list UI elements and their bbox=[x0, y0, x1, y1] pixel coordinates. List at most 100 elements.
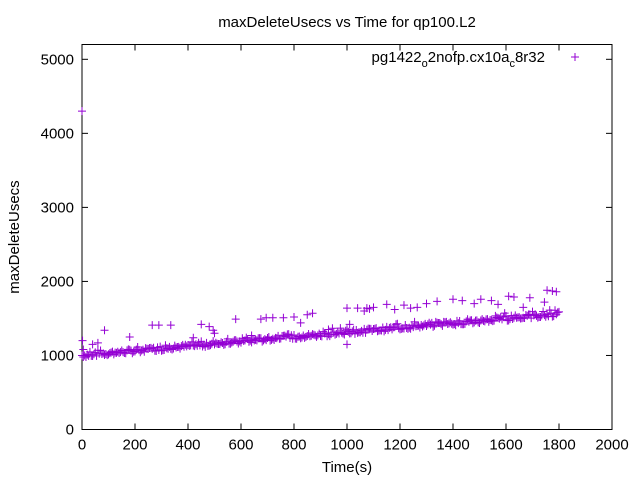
data-point-outlier bbox=[231, 315, 240, 324]
x-tick-label: 1000 bbox=[330, 437, 363, 454]
data-point-outlier bbox=[279, 313, 288, 322]
y-tick-label: 5000 bbox=[41, 51, 74, 68]
x-axis: 0 200 400 600 800 1000 1200 1400 1600 1800 2000 bbox=[78, 44, 629, 454]
x-tick-label: 0 bbox=[78, 437, 86, 454]
y-tick: 2000 bbox=[41, 273, 612, 290]
x-tick: 1400 bbox=[436, 44, 470, 454]
y-tick: 4000 bbox=[41, 125, 612, 142]
data-point-outlier bbox=[343, 340, 351, 349]
data-point-outlier bbox=[290, 312, 298, 321]
data-point-outlier bbox=[93, 338, 102, 347]
data-point bbox=[543, 310, 552, 319]
data-point-outlier bbox=[365, 304, 374, 313]
data-point-outlier bbox=[449, 295, 457, 304]
data-point-outlier bbox=[422, 299, 431, 308]
x-tick-label: 1400 bbox=[436, 437, 469, 454]
legend-label-end: 8r32 bbox=[515, 49, 545, 66]
y-tick-label: 3000 bbox=[41, 199, 74, 216]
data-point-outlier bbox=[540, 298, 549, 307]
chart-title: maxDeleteUsecs vs Time for qp100.L2 bbox=[218, 14, 476, 31]
data-point-outlier bbox=[256, 315, 265, 324]
data-point-outlier bbox=[543, 286, 552, 295]
data-point-outlier bbox=[296, 318, 305, 327]
x-tick: 200 bbox=[122, 44, 148, 454]
data-point bbox=[553, 308, 562, 317]
data-point bbox=[223, 334, 232, 343]
legend: pg1422o2nofp.cx10ac8r32 bbox=[372, 49, 579, 70]
x-tick-label: 1800 bbox=[542, 437, 575, 454]
data-point bbox=[131, 347, 139, 356]
x-tick: 2000 bbox=[595, 44, 629, 454]
data-point-outlier bbox=[247, 331, 256, 340]
legend-label-main: pg1422 bbox=[372, 49, 422, 66]
data-point bbox=[488, 317, 497, 326]
legend-label-mid: 2nofp.cx10a bbox=[428, 49, 510, 66]
y-tick-label: 0 bbox=[66, 422, 74, 439]
data-point bbox=[336, 324, 345, 333]
y-tick-label: 2000 bbox=[41, 273, 74, 290]
legend-plus-marker bbox=[571, 53, 579, 61]
data-point bbox=[393, 319, 402, 328]
x-tick: 1600 bbox=[489, 44, 523, 454]
legend-marker bbox=[571, 53, 579, 61]
data-point-outlier bbox=[125, 332, 134, 341]
x-tick-label: 200 bbox=[122, 437, 147, 454]
data-point-outlier bbox=[189, 333, 198, 342]
data-point-outlier bbox=[399, 301, 408, 310]
y-tick-label: 4000 bbox=[41, 125, 74, 142]
data-point-outlier bbox=[413, 303, 422, 312]
data-point bbox=[206, 341, 215, 350]
y-axis: 0 1000 2000 3000 4000 5000 bbox=[41, 51, 612, 439]
data-point-outlier bbox=[79, 345, 88, 354]
data-point-outlier bbox=[353, 304, 362, 313]
data-point-outlier bbox=[552, 287, 561, 296]
data-point-outlier bbox=[458, 296, 467, 305]
data-point-outlier bbox=[504, 292, 513, 301]
x-tick: 1800 bbox=[542, 44, 576, 454]
data-point-outlier bbox=[369, 303, 378, 312]
data-point-outlier bbox=[205, 322, 214, 331]
data-point-outlier bbox=[433, 297, 442, 306]
data-point-outlier bbox=[268, 313, 277, 322]
data-point-outlier bbox=[487, 296, 496, 305]
x-tick: 1000 bbox=[330, 44, 364, 454]
data-point-outlier bbox=[494, 300, 503, 309]
data-point-outlier bbox=[88, 340, 97, 349]
y-tick: 5000 bbox=[41, 51, 612, 68]
x-axis-label: Time(s) bbox=[322, 459, 372, 476]
x-tick-label: 600 bbox=[228, 437, 253, 454]
x-tick: 600 bbox=[228, 44, 254, 454]
data-point-outlier bbox=[166, 321, 175, 330]
data-point-outlier bbox=[308, 309, 317, 318]
x-tick-label: 2000 bbox=[595, 437, 628, 454]
data-point-outlier bbox=[548, 287, 557, 296]
data-point-outlier bbox=[303, 310, 312, 319]
y-tick-label: 1000 bbox=[41, 347, 74, 364]
data-point bbox=[429, 322, 438, 331]
data-point-outlier bbox=[509, 292, 518, 301]
data-point bbox=[328, 324, 337, 333]
data-point-outlier bbox=[78, 336, 87, 345]
x-tick: 400 bbox=[175, 44, 201, 454]
data-point-outlier bbox=[343, 304, 351, 313]
data-point-outlier bbox=[345, 320, 354, 329]
legend-label-sub1: o bbox=[422, 58, 428, 70]
data-point-outlier bbox=[519, 303, 528, 312]
y-axis-label: maxDeleteUsecs bbox=[6, 180, 23, 293]
data-point-outlier bbox=[470, 299, 479, 308]
data-point-outlier bbox=[382, 300, 391, 309]
legend-label: pg1422o2nofp.cx10ac8r32 bbox=[372, 49, 545, 70]
x-tick-label: 1200 bbox=[383, 437, 416, 454]
data-point-outlier bbox=[476, 295, 485, 304]
data-point bbox=[380, 327, 389, 336]
x-tick: 800 bbox=[281, 44, 307, 454]
data-point-outlier bbox=[525, 293, 534, 302]
data-point bbox=[555, 307, 563, 316]
x-tick-label: 1600 bbox=[489, 437, 522, 454]
data-point-outlier bbox=[324, 325, 333, 334]
plot-frame bbox=[81, 44, 613, 430]
data-point bbox=[504, 316, 513, 325]
data-point-outlier bbox=[78, 107, 86, 116]
data-point-outlier bbox=[154, 321, 163, 330]
